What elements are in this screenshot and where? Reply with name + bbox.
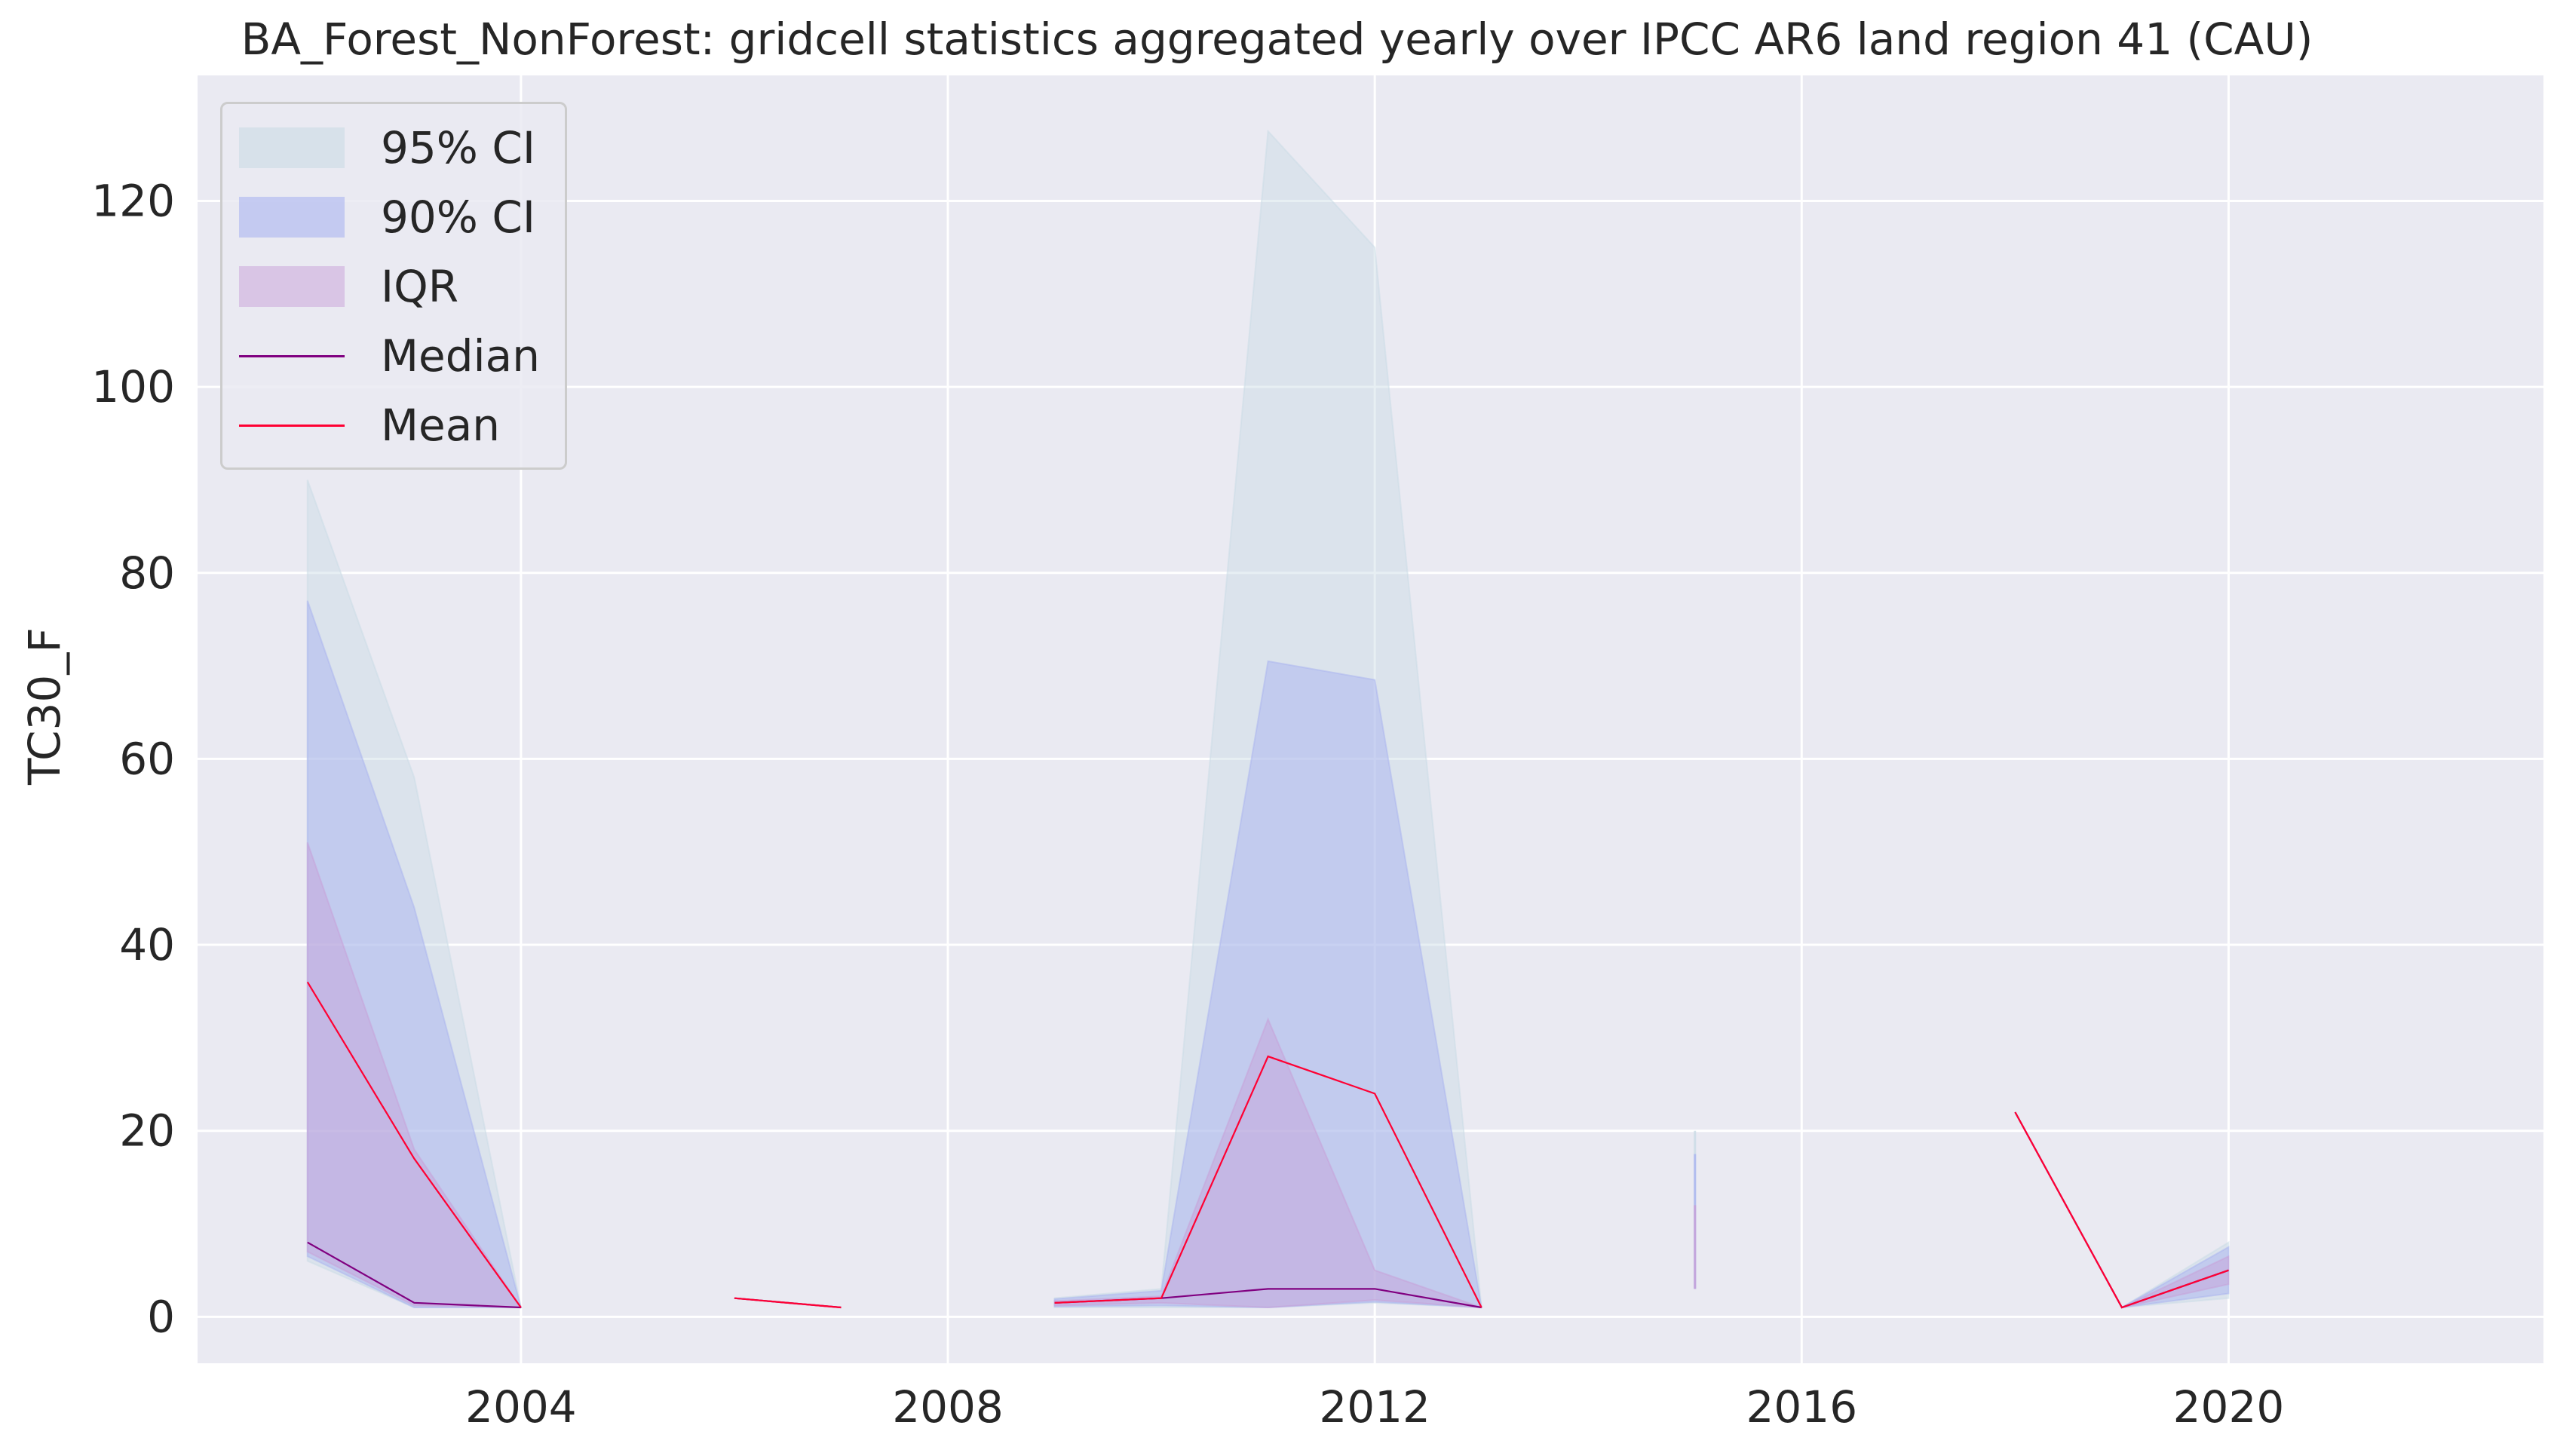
legend-label: 95% CI	[381, 122, 535, 173]
mean-line	[1054, 1055, 1482, 1308]
legend: 95% CI 90% CI IQR Median Mean	[220, 102, 567, 470]
iqr-band	[1053, 1017, 1482, 1309]
legend-swatch-iqr	[239, 266, 345, 307]
legend-item-mean: Mean	[239, 395, 500, 455]
x-tick-label: 2016	[1746, 1381, 1858, 1433]
legend-swatch-ci90	[239, 197, 345, 238]
x-tick-label: 2008	[892, 1381, 1004, 1433]
series-layer	[306, 129, 2230, 1309]
x-tick-labels: 2004 2008 2012 2016 2020	[465, 1381, 2284, 1433]
legend-label: Mean	[381, 400, 501, 451]
legend-item-median: Median	[239, 326, 540, 386]
mean-line	[306, 981, 522, 1308]
legend-swatch-ci95	[239, 127, 345, 168]
legend-line-median	[239, 354, 345, 357]
mean-line	[734, 1297, 842, 1309]
y-tick-label: 120	[91, 175, 175, 226]
y-axis-label: TC30_F	[19, 627, 70, 785]
x-tick-label: 2012	[1319, 1381, 1430, 1433]
x-tick-label: 2004	[465, 1381, 577, 1433]
mean-line	[2014, 1111, 2229, 1309]
y-tick-label: 0	[147, 1291, 175, 1342]
legend-item-ci90: 90% CI	[239, 187, 535, 247]
y-tick-label: 40	[119, 919, 175, 970]
y-tick-label: 100	[91, 361, 175, 412]
y-tick-label: 20	[119, 1105, 175, 1157]
chart-title: BA_Forest_NonForest: gridcell statistics…	[241, 14, 2313, 65]
legend-item-iqr: IQR	[239, 256, 458, 317]
legend-item-ci95: 95% CI	[239, 118, 535, 178]
x-tick-label: 2020	[2173, 1381, 2285, 1433]
legend-label: Median	[381, 330, 540, 382]
legend-label: IQR	[381, 261, 459, 312]
ci90-band	[1053, 660, 1482, 1309]
iqr-band	[306, 842, 523, 1309]
y-tick-label: 60	[119, 733, 175, 784]
y-tick-labels: 0 20 40 60 80 100 120	[91, 175, 175, 1342]
legend-label: 90% CI	[381, 192, 535, 243]
legend-line-mean	[239, 424, 345, 427]
median-line	[307, 1241, 521, 1309]
y-tick-label: 80	[119, 547, 175, 599]
